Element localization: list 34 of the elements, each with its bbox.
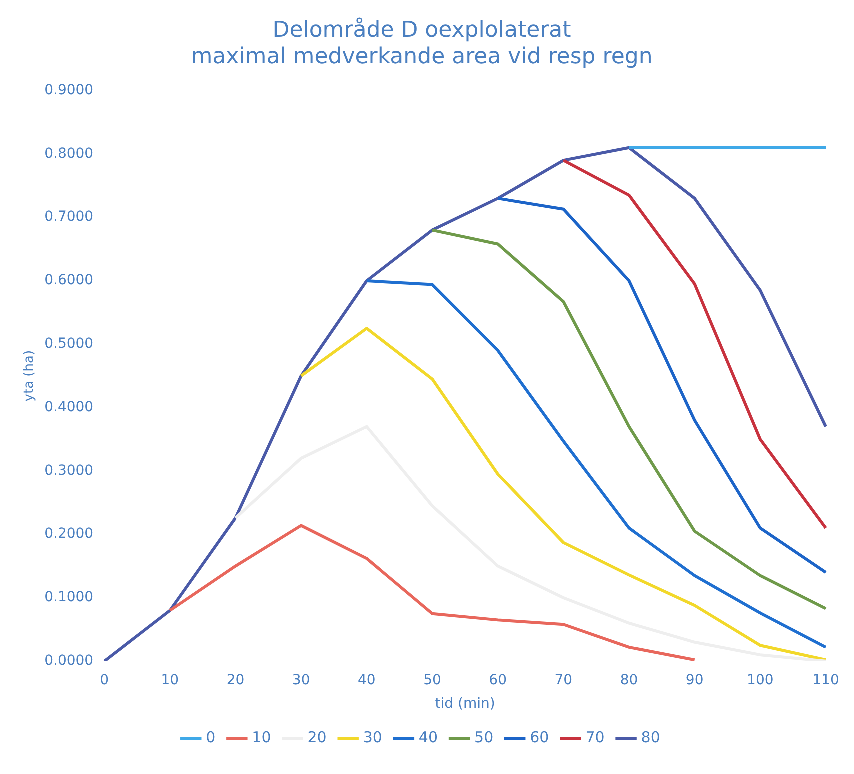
x-tick-label: 60: [489, 672, 507, 688]
legend-label: 50: [474, 728, 494, 746]
y-tick-label: 0.8000: [44, 146, 94, 162]
x-tick-label: 10: [161, 672, 180, 688]
y-tick-label: 0.9000: [44, 82, 94, 98]
legend-label: 20: [308, 728, 327, 746]
x-tick-label: 20: [226, 672, 245, 688]
x-axis-title: tid (min): [435, 696, 496, 712]
y-tick-label: 0.4000: [44, 399, 94, 416]
y-tick-label: 0.6000: [44, 272, 94, 289]
y-tick-label: 0.0000: [44, 653, 94, 670]
x-tick-label: 110: [812, 672, 840, 688]
legend-label: 70: [586, 728, 605, 746]
x-tick-label: 40: [358, 672, 376, 688]
x-tick-label: 30: [292, 672, 310, 688]
y-tick-label: 0.5000: [44, 336, 94, 352]
x-tick-label: 100: [747, 672, 774, 688]
x-tick-label: 50: [424, 672, 442, 688]
x-tick-label: 70: [554, 672, 573, 688]
chart-title: Delområde D oexplolaterat maximal medverkande area vid resp regn: [191, 16, 653, 70]
legend-label: 60: [530, 728, 550, 746]
legend-label: 80: [641, 728, 660, 746]
x-tick-label: 0: [100, 672, 110, 688]
y-tick-label: 0.3000: [44, 462, 94, 479]
legend-label: 40: [418, 728, 438, 746]
x-tick-label: 90: [686, 672, 704, 688]
legend-label: 30: [363, 728, 382, 746]
legend-label: 10: [252, 728, 272, 746]
y-tick-label: 0.7000: [44, 209, 94, 226]
y-tick-label: 0.1000: [44, 590, 94, 606]
x-tick-label: 80: [620, 672, 638, 688]
y-tick-label: 0.2000: [44, 526, 94, 542]
legend-label: 0: [206, 728, 216, 746]
y-axis-title: yta (ha): [22, 350, 38, 402]
